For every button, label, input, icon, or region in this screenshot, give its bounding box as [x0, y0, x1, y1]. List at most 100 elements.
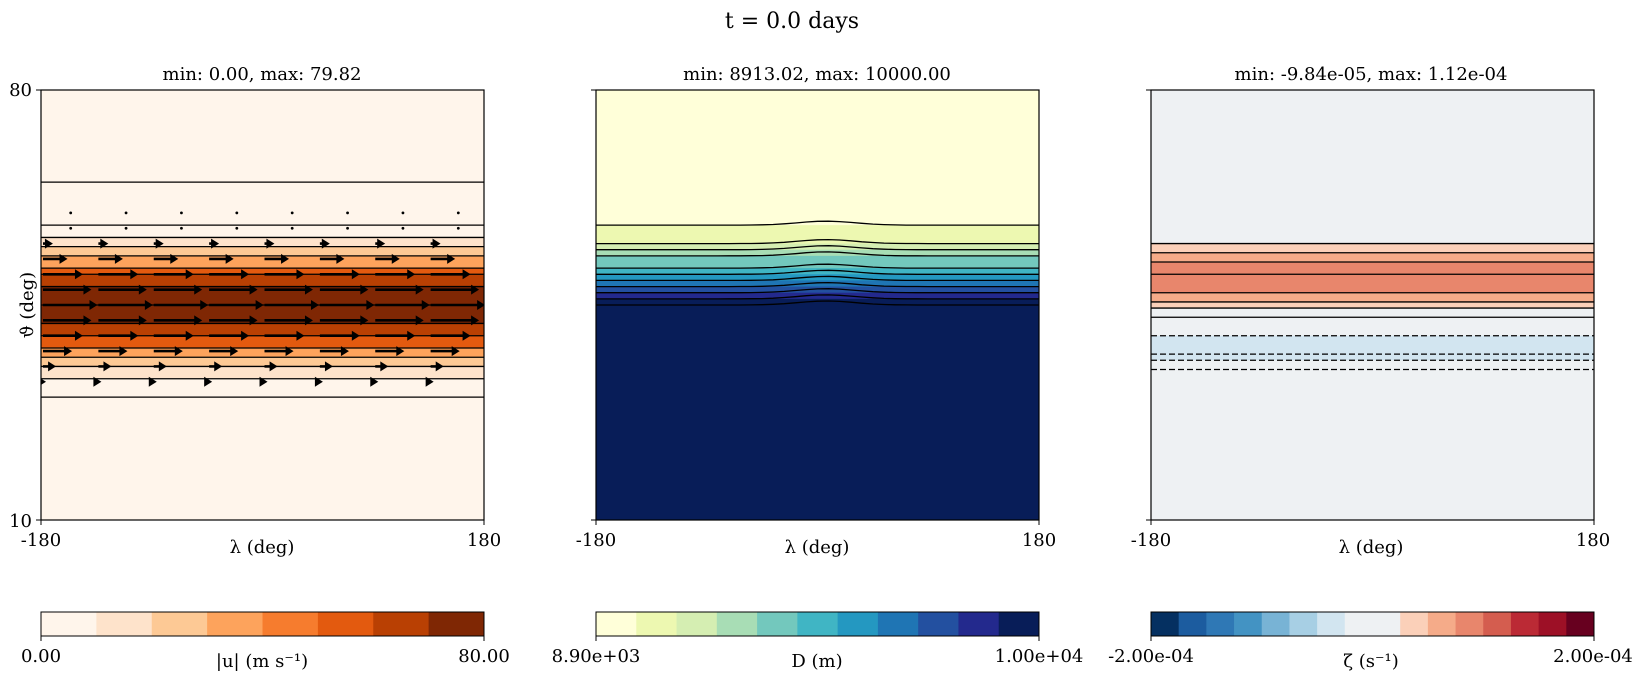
field-band — [41, 268, 484, 275]
field-band — [596, 225, 1039, 245]
plot-area — [591, 89, 1040, 525]
field-band — [1151, 292, 1594, 303]
colorbar — [595, 611, 1040, 641]
field-layer — [41, 90, 484, 520]
field-layer — [596, 90, 1039, 520]
wind-vector-head — [241, 330, 250, 341]
wind-vector — [180, 211, 183, 215]
field-band — [596, 255, 1039, 269]
field-band — [1151, 308, 1594, 318]
x-tick-label: 180 — [1022, 530, 1056, 551]
wind-vector-head — [425, 376, 434, 387]
x-tick-label: -180 — [576, 530, 616, 551]
wind-vector — [401, 211, 405, 215]
field-band — [41, 348, 484, 358]
y-axis-label: ϑ (deg) — [17, 272, 38, 338]
wind-vector-head — [204, 376, 213, 387]
wind-vector-head — [396, 346, 405, 357]
wind-vector — [401, 226, 405, 230]
contour-line — [596, 288, 1039, 294]
field-band — [1151, 262, 1594, 275]
wind-vector-head — [421, 300, 430, 310]
wind-vector-head — [130, 269, 139, 280]
wind-vector-head — [366, 300, 375, 310]
colorbar-segment — [1427, 612, 1456, 636]
wind-vector-head — [370, 376, 379, 387]
colorbar-segment — [262, 612, 319, 636]
field-band — [1151, 243, 1594, 254]
colorbar-min-label: 8.90e+03 — [552, 646, 641, 667]
colorbar-segment — [1317, 612, 1346, 636]
wind-vector-head — [360, 315, 369, 326]
field-band — [596, 249, 1039, 257]
colorbar-segment — [207, 612, 263, 636]
wind-vector-head — [138, 284, 147, 295]
field-band — [596, 298, 1039, 306]
colorbar-label: |u| (m s⁻¹) — [216, 651, 308, 672]
field-band — [1151, 317, 1594, 337]
field-band — [41, 246, 484, 257]
wind-vector-head — [296, 330, 305, 341]
wind-vector — [290, 226, 294, 230]
wind-vector-head — [59, 253, 68, 264]
wind-vector-head — [285, 346, 294, 357]
colorbar-max-label: 2.00e-04 — [1553, 646, 1633, 667]
wind-vector-head — [451, 346, 460, 357]
panel-vorticity: min: -9.84e-05, max: 1.12e-04 -180 180 λ… — [1108, 64, 1633, 672]
colorbar-segment — [151, 612, 208, 636]
wind-vector — [180, 226, 183, 230]
wind-vector-head — [324, 361, 333, 372]
axes-frame — [595, 89, 1040, 521]
contour-line — [596, 238, 1039, 245]
wind-vector-head — [130, 330, 139, 341]
contour-line — [596, 281, 1039, 288]
colorbar-segment — [1289, 612, 1318, 636]
colorbar-frame — [40, 611, 485, 637]
colorbar-segment — [1261, 612, 1290, 636]
contour-line — [596, 245, 1039, 251]
colorbar-segment — [1234, 612, 1263, 636]
colorbar-segment — [96, 612, 153, 636]
colorbar — [40, 611, 485, 641]
wind-vector-head — [170, 253, 179, 264]
colorbar-max-label: 1.00e+04 — [995, 646, 1084, 667]
wind-vector-head — [144, 300, 153, 310]
field-band — [41, 237, 484, 248]
colorbar-segment — [1151, 612, 1180, 636]
colorbar-segment — [1344, 612, 1373, 636]
field-band — [596, 286, 1039, 294]
field-band — [1151, 354, 1594, 361]
wind-vector — [69, 211, 73, 215]
colorbar-segment — [958, 612, 1000, 636]
field-band — [1151, 335, 1594, 355]
wind-vector-head — [155, 238, 164, 249]
wind-vector-head — [185, 330, 194, 341]
wind-vector-head — [83, 284, 92, 295]
wind-vector-head — [138, 315, 147, 326]
x-axis-label: λ (deg) — [1339, 537, 1404, 558]
colorbar-frame — [595, 611, 1040, 637]
wind-vector-head — [148, 376, 157, 387]
colorbar-segment — [596, 612, 637, 636]
colorbar-min-label: -2.00e-04 — [1108, 646, 1194, 667]
wind-vector-head — [447, 253, 456, 264]
wind-vector-head — [269, 361, 278, 372]
colorbar-min-label: 0.00 — [21, 646, 61, 667]
wind-vector-head — [377, 238, 386, 249]
field-band — [41, 90, 484, 183]
colorbar-segment — [636, 612, 677, 636]
colorbar-segment — [373, 612, 430, 636]
field-band — [1151, 360, 1594, 370]
wind-vector — [235, 211, 239, 215]
field-band — [41, 225, 484, 238]
field-band — [41, 182, 484, 226]
colorbar-segment — [837, 612, 879, 636]
wind-vector-head — [255, 300, 264, 310]
wind-vector-head — [415, 284, 424, 295]
colorbar-segment — [998, 612, 1040, 636]
field-band — [41, 335, 484, 349]
contour-line — [596, 263, 1039, 269]
contour-line — [596, 251, 1039, 257]
wind-vector-head — [462, 269, 471, 280]
